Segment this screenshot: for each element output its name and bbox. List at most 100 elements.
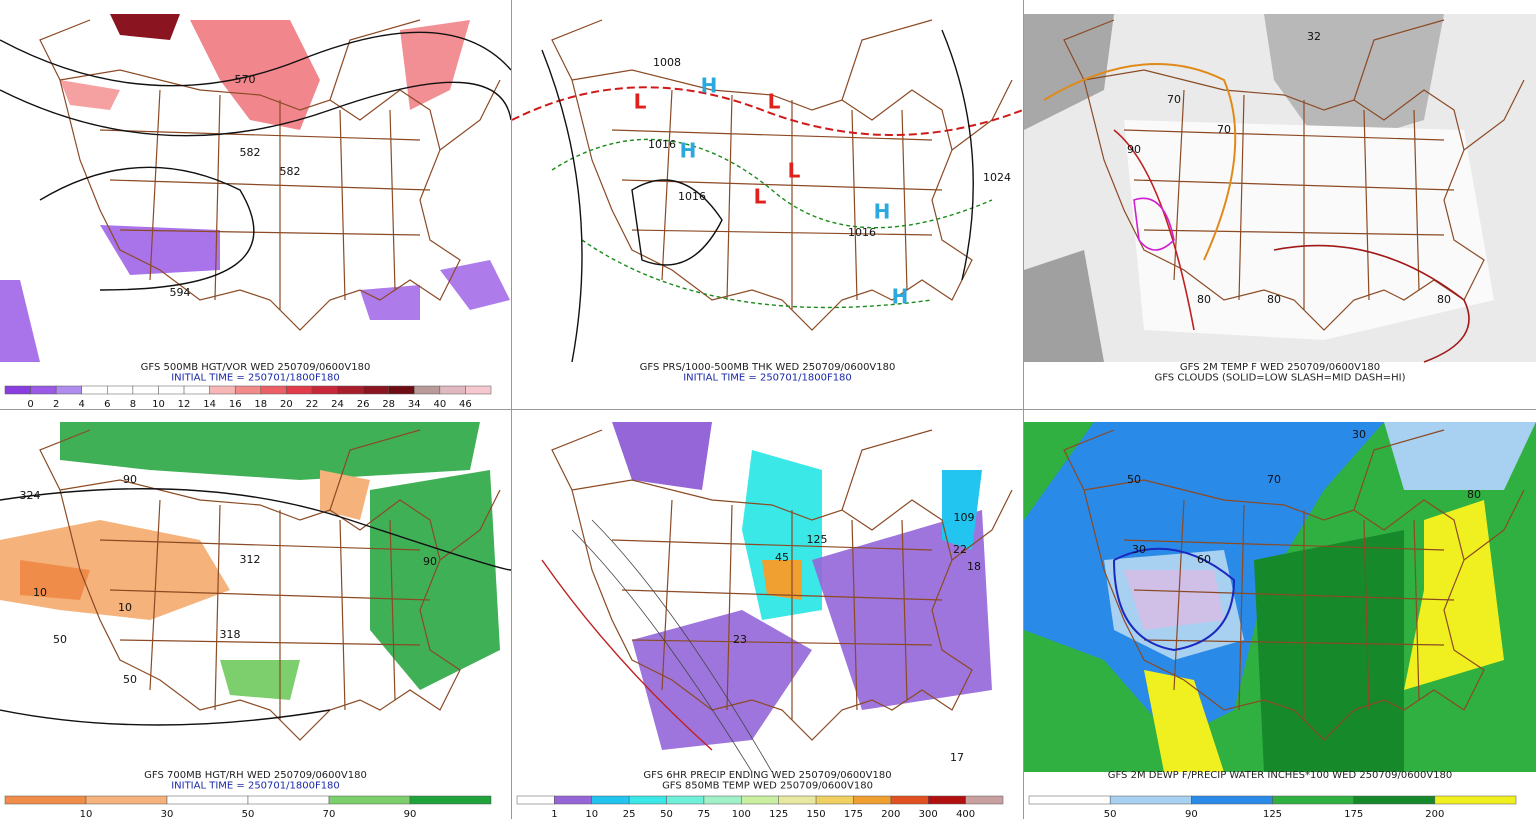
colorbar-label: 6 xyxy=(104,399,110,409)
initial-time: INITIAL TIME = 250701/1800F180 xyxy=(171,781,340,792)
caption: GFS 6HR PRECIP ENDING WED 250709/0600V18… xyxy=(643,770,891,781)
contours xyxy=(1043,63,1470,363)
map-label: 80 xyxy=(1467,488,1481,501)
colorbar-swatch xyxy=(703,795,742,805)
colorbar-label: 14 xyxy=(203,399,216,409)
map-label: 50 xyxy=(53,633,67,646)
initial-time: INITIAL TIME = 250701/1800F180 xyxy=(171,373,340,384)
colorbar-label: 50 xyxy=(242,809,255,819)
map-label: 1024 xyxy=(983,171,1011,184)
colorbar-swatch xyxy=(628,795,667,805)
map-shading xyxy=(1024,422,1536,772)
colorbar-label: 50 xyxy=(660,809,673,819)
caption: GFS 500MB HGT/VOR WED 250709/0600V180 xyxy=(141,362,371,373)
colorbar-swatch xyxy=(166,795,249,805)
colorbar-swatch xyxy=(815,795,854,805)
colorbar-label: 125 xyxy=(769,809,788,819)
colorbar-swatch xyxy=(1191,795,1273,805)
colorbar-swatch xyxy=(328,795,411,805)
map-label: H xyxy=(892,285,909,309)
map-label: 125 xyxy=(807,533,828,546)
map-label: 10 xyxy=(33,586,47,599)
colorbar-label: 125 xyxy=(1263,809,1282,819)
map-bg xyxy=(512,14,1023,362)
colorbar-swatch xyxy=(183,385,210,395)
colorbar-label: 4 xyxy=(79,399,85,409)
colorbar-label: 10 xyxy=(585,809,598,819)
caption: GFS PRS/1000-500MB THK WED 250709/0600V1… xyxy=(640,362,896,373)
colorbar-swatch xyxy=(591,795,630,805)
map-shading xyxy=(0,422,500,700)
map-label: 60 xyxy=(1197,553,1211,566)
colorbar-swatch xyxy=(741,795,779,805)
map-label: 109 xyxy=(954,511,975,524)
colorbar-swatch xyxy=(554,795,593,805)
colorbar-swatch xyxy=(260,385,287,395)
map-label: 582 xyxy=(240,146,261,159)
map-label: 45 xyxy=(775,551,789,564)
colorbar-label: 26 xyxy=(357,399,370,409)
colorbar-swatch xyxy=(890,795,929,805)
map-label: 90 xyxy=(423,555,437,568)
map-label: H xyxy=(680,139,697,163)
colorbar-swatch xyxy=(414,385,441,395)
colorbar-label: 2 xyxy=(53,399,59,409)
colorbar-swatch xyxy=(4,795,87,805)
map-label: 30 xyxy=(1132,543,1146,556)
colorbar-label: 10 xyxy=(152,399,165,409)
colorbar-label: 400 xyxy=(956,809,975,819)
colorbar-label: 90 xyxy=(1185,809,1198,819)
colorbar-label: 8 xyxy=(130,399,136,409)
map-label: 70 xyxy=(1167,93,1181,106)
colorbar-swatch xyxy=(388,385,415,395)
map-label: 10 xyxy=(118,601,132,614)
caption: GFS 850MB TEMP WED 250709/0600V180 xyxy=(662,781,873,792)
colorbar-swatch xyxy=(209,385,236,395)
map-label: 17 xyxy=(950,751,964,764)
caption: GFS 700MB HGT/RH WED 250709/0600V180 xyxy=(144,770,367,781)
map-label: 30 xyxy=(1352,428,1366,441)
colorbar-label: 34 xyxy=(408,399,421,409)
colorbar-label: 28 xyxy=(382,399,395,409)
map-label: H xyxy=(874,200,891,224)
colorbar-swatch xyxy=(362,385,389,395)
colorbar-swatch xyxy=(1109,795,1192,805)
caption: GFS 2M DEWP F/PRECIP WATER INCHES*100 WE… xyxy=(1108,770,1453,781)
panel: 32 70 70 80 80 80 90 GFS 2M TEMP F WED 250709/… xyxy=(1024,0,1536,409)
map-label: 50 xyxy=(123,673,137,686)
colorbar-label: 10 xyxy=(80,809,93,819)
panel: 109 22 18 125 45 23 17 GFS 6HR PRECIP ENDING W… xyxy=(512,410,1023,819)
map-label: 32 xyxy=(1307,30,1321,43)
map-label: 50 xyxy=(1127,473,1141,486)
colorbar-label: 30 xyxy=(161,809,174,819)
map-label: 80 xyxy=(1267,293,1281,306)
colorbar-swatch xyxy=(107,385,134,395)
colorbar-swatch xyxy=(55,385,82,395)
colorbar-label: 24 xyxy=(331,399,344,409)
map-label: 90 xyxy=(123,473,137,486)
map-label: 1016 xyxy=(648,138,676,151)
colorbar-label: 20 xyxy=(280,399,293,409)
map-label: 18 xyxy=(967,560,981,573)
colorbar-swatch xyxy=(286,385,313,395)
map-label: 324 xyxy=(20,489,41,502)
colorbar-label: 1 xyxy=(551,809,557,819)
colorbar-swatch xyxy=(1272,795,1354,805)
colorbar-label: 25 xyxy=(623,809,636,819)
contours xyxy=(0,31,511,291)
map-label: 318 xyxy=(220,628,241,641)
map-label: 22 xyxy=(953,543,967,556)
map-shading xyxy=(612,422,992,750)
colorbar-label: 100 xyxy=(732,809,751,819)
contours xyxy=(512,29,1023,363)
map-label: 1016 xyxy=(678,190,706,203)
map-label: L xyxy=(768,90,781,114)
colorbar-label: 0 xyxy=(27,399,33,409)
colorbar-swatch xyxy=(81,385,108,395)
colorbar-swatch xyxy=(853,795,892,805)
colorbar-label: 200 xyxy=(1425,809,1444,819)
map-label: L xyxy=(634,90,647,114)
